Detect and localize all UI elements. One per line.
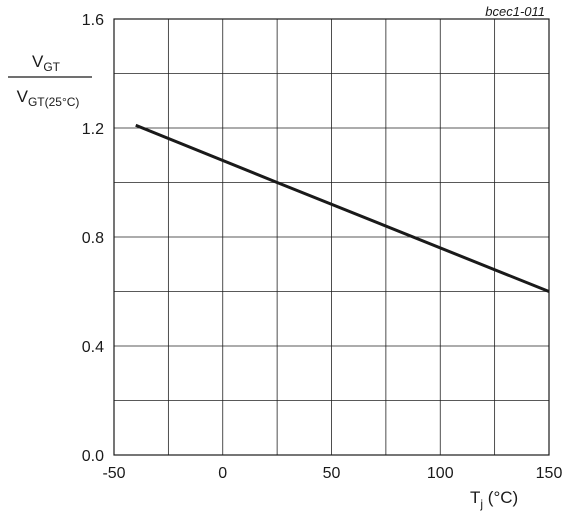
svg-text:VGT: VGT bbox=[32, 52, 61, 74]
x-tick-label: 0 bbox=[218, 465, 227, 482]
y-axis-label: VGT VGT(25°C) bbox=[8, 52, 92, 109]
ylabel-denominator-main: V bbox=[17, 87, 29, 106]
figure-code: bcec1-011 bbox=[485, 4, 545, 19]
series-layer bbox=[135, 123, 550, 293]
ylabel-numerator-main: V bbox=[32, 52, 44, 71]
y-tick-label: 0.4 bbox=[82, 339, 104, 356]
ylabel-numerator-sub: GT bbox=[43, 60, 60, 74]
x-tick-label: 100 bbox=[427, 465, 454, 482]
xlabel-sub: j bbox=[479, 497, 483, 511]
y-tick-label: 1.6 bbox=[82, 12, 104, 29]
tick-labels: -50 0 50 100 150 0.0 0.4 0.8 1.2 1.6 bbox=[82, 12, 563, 482]
grid bbox=[113, 18, 550, 456]
ylabel-denominator-sub: GT(25°C) bbox=[28, 95, 79, 109]
y-tick-label: 0.8 bbox=[82, 230, 104, 247]
plot-frame bbox=[113, 18, 550, 456]
y-tick-label: 1.2 bbox=[82, 121, 104, 138]
svg-text:VGT(25°C): VGT(25°C) bbox=[17, 87, 80, 109]
xlabel-unit: (°C) bbox=[483, 488, 518, 507]
x-axis-label: Tj (°C) bbox=[470, 488, 518, 511]
y-tick-label: 0.0 bbox=[82, 448, 104, 465]
x-tick-label: 150 bbox=[536, 465, 563, 482]
xlabel-main: T bbox=[470, 488, 480, 507]
x-tick-label: -50 bbox=[102, 465, 125, 482]
x-tick-label: 50 bbox=[323, 465, 341, 482]
series-line bbox=[135, 123, 550, 293]
